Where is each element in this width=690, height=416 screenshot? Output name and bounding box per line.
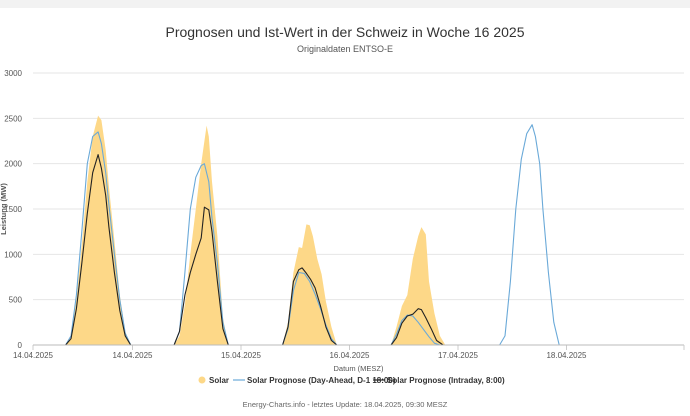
x-axis-label: Datum (MESZ) (333, 364, 384, 373)
y-tick-label: 2000 (4, 160, 22, 169)
x-tick-label: 14.04.2025 (112, 351, 153, 360)
y-axis-label: Leistung (MW) (0, 183, 8, 235)
legend-label-intraday[interactable]: Solar Prognose (Intraday, 8:00) (387, 376, 505, 385)
y-tick-label: 0 (18, 341, 23, 350)
series-line-intraday (33, 154, 467, 346)
top-bar (0, 0, 690, 8)
x-tick-label: 14.04.2025 (13, 351, 54, 360)
series-area-solar (33, 115, 467, 345)
legend-marker-solar[interactable] (198, 376, 206, 384)
x-tick-label: 15.04.2025 (221, 351, 262, 360)
chart-credits[interactable]: Energy-Charts.info - letztes Update: 18.… (243, 400, 448, 409)
y-tick-label: 1500 (4, 205, 22, 214)
y-tick-label: 3000 (4, 69, 22, 78)
chart-subtitle: Originaldaten ENTSO-E (297, 44, 393, 54)
y-tick-label: 500 (9, 296, 23, 305)
chart-title: Prognosen und Ist-Wert in der Schweiz in… (165, 24, 524, 40)
legend-label-solar[interactable]: Solar (209, 376, 229, 385)
y-tick-label: 2500 (4, 114, 22, 123)
legend-label-day-ahead[interactable]: Solar Prognose (Day-Ahead, D-1 18:00) (247, 376, 396, 385)
x-tick-label: 18.04.2025 (546, 351, 587, 360)
x-tick-label: 16.04.2025 (329, 351, 370, 360)
y-tick-label: 1000 (4, 250, 22, 259)
series-line-day-ahead (33, 124, 684, 346)
x-tick-label: 17.04.2025 (438, 351, 479, 360)
